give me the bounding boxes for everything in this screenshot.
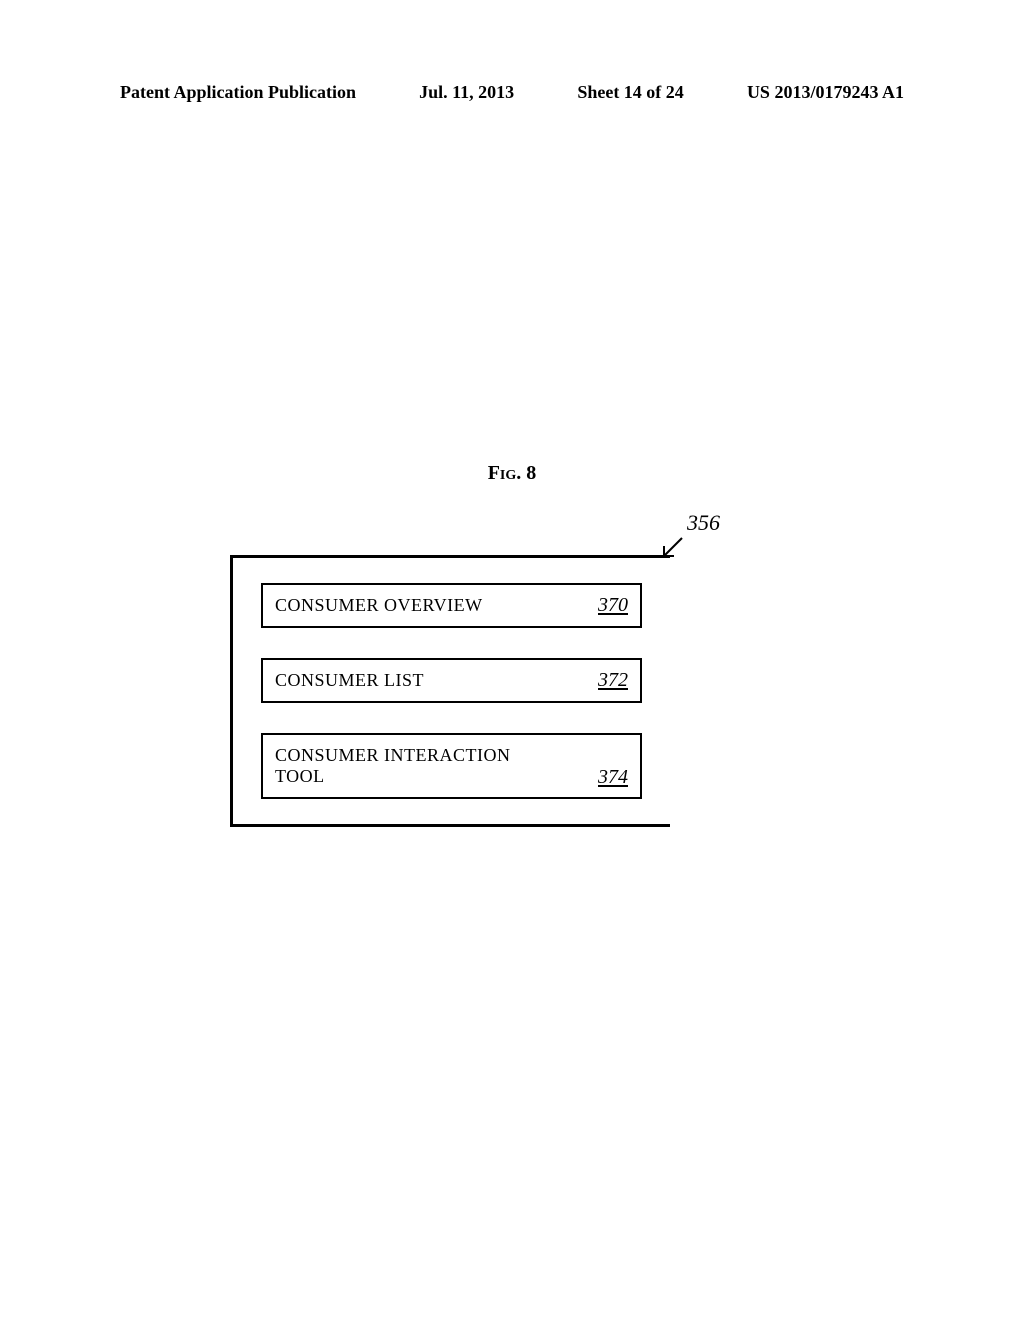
box-label: CONSUMER LIST: [275, 670, 424, 691]
publication-type: Patent Application Publication: [120, 82, 356, 103]
consumer-list-box: CONSUMER LIST 372: [261, 658, 642, 703]
consumer-interaction-tool-box: CONSUMER INTERACTION TOOL 374: [261, 733, 642, 799]
box-label: CONSUMER OVERVIEW: [275, 595, 483, 616]
outer-box: CONSUMER OVERVIEW 370 CONSUMER LIST 372 …: [230, 555, 670, 827]
figure-number: 8: [526, 462, 536, 484]
box-reference: 372: [598, 670, 628, 690]
page-header: Patent Application Publication Jul. 11, …: [0, 82, 1024, 103]
sheet-info: Sheet 14 of 24: [577, 82, 684, 103]
figure-label: Fig. 8: [0, 462, 1024, 485]
box-reference: 374: [598, 767, 628, 787]
publication-number: US 2013/0179243 A1: [747, 82, 904, 103]
figure-prefix: Fig.: [488, 462, 522, 484]
consumer-overview-box: CONSUMER OVERVIEW 370: [261, 583, 642, 628]
diagram-container: 356 CONSUMER OVERVIEW 370 CONSUMER LIST …: [230, 520, 670, 827]
box-label: CONSUMER INTERACTION TOOL: [275, 745, 535, 787]
arrow-icon: [658, 534, 686, 562]
publication-date: Jul. 11, 2013: [419, 82, 514, 103]
box-reference: 370: [598, 595, 628, 615]
outer-reference-number: 356: [687, 510, 720, 536]
